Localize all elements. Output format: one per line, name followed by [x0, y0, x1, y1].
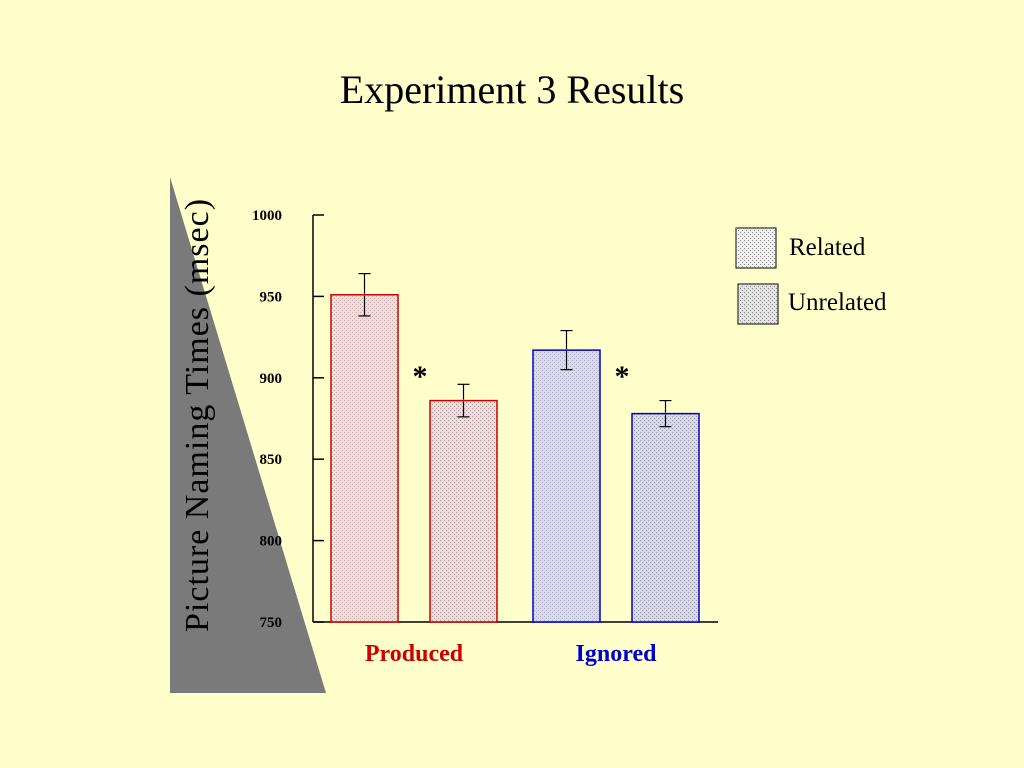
y-ticks: 1000 950 900 850 800 750 [252, 208, 324, 631]
significance-star: * [615, 360, 630, 393]
bar-outline [429, 399, 498, 623]
y-tick-label: 750 [260, 615, 283, 631]
y-tick-label: 800 [260, 534, 283, 550]
category-label: Ignored [576, 641, 658, 667]
ylabel-wedge [170, 177, 326, 693]
y-axis-label: Picture Naming Times (msec) [179, 198, 216, 632]
category-label: Produced [365, 641, 464, 667]
legend: Related Unrelated [735, 227, 887, 325]
bar-texture [533, 350, 600, 622]
bar-texture [430, 400, 497, 622]
legend-label-related: Related [789, 234, 866, 261]
legend-label-unrelated: Unrelated [788, 289, 887, 316]
y-tick-label: 850 [260, 452, 283, 468]
bar-outline [631, 412, 700, 623]
y-tick-label: 1000 [252, 208, 282, 224]
legend-swatch-unrelated-dots [738, 284, 778, 324]
y-tick-label: 950 [260, 289, 283, 305]
legend-swatch-related-dots [736, 228, 776, 268]
category-labels: Produced Ignored [365, 641, 657, 667]
slide-title: Experiment 3 Results [339, 67, 685, 112]
bar-texture [331, 294, 398, 622]
bar-outline [532, 349, 601, 623]
significance-markers: * * [413, 360, 630, 393]
bar-outline [330, 294, 399, 623]
bar-texture [632, 413, 699, 622]
bars [330, 273, 700, 623]
significance-star: * [413, 360, 428, 393]
y-tick-label: 900 [260, 371, 283, 387]
